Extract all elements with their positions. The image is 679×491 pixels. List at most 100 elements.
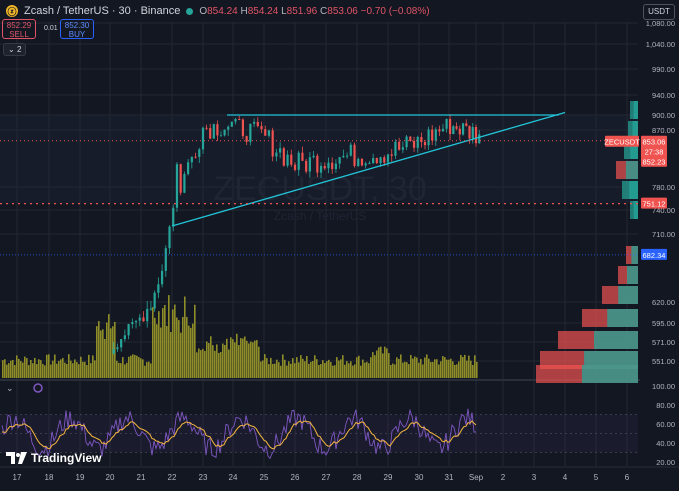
volume-bar [290,363,292,378]
volume-bar [148,361,150,378]
volume-bar [346,361,348,378]
candle-body [252,121,256,124]
low-value: 851.96 [286,5,318,17]
candle-body [290,154,293,165]
volume-bar [394,364,396,378]
volume-bar [284,359,286,378]
volume-profile-buy [581,365,638,383]
last-price-label: 853.06 [643,138,666,147]
candle-body [238,119,241,120]
volume-bar [316,359,318,378]
sell-label: SELL [9,30,29,39]
volume-bar [364,362,366,378]
time-axis-tick: 25 [260,473,269,482]
candle-body [275,152,278,157]
candle-body [474,127,478,144]
volume-bar [160,327,162,378]
tradingview-logo[interactable]: TradingView [6,451,101,465]
price-axis-tick: 780.00 [652,183,675,192]
volume-bar [86,365,88,378]
candle-body [438,129,441,132]
volume-bar [246,340,248,378]
volume-bar [370,357,372,378]
symbol-title[interactable]: Zcash / TetherUS · 30 · Binance [24,5,181,17]
currency-selector[interactable]: USDT [643,4,675,20]
volume-bar [76,362,78,378]
time-axis-tick: 30 [415,473,424,482]
candle-body [360,158,364,166]
indicators-collapse-button[interactable]: ⌄ 2 [3,43,27,56]
volume-profile-buy [584,351,638,369]
volume-profile-buy [630,141,638,159]
candle-body [478,134,481,144]
volume-bar [190,327,192,378]
volume-bar [388,353,390,378]
volume-profile-buy [618,286,638,304]
volume-bar [18,358,20,378]
volume-bar [412,358,414,378]
candle-body [319,165,323,173]
volume-bar [320,364,322,378]
candle-body [172,207,175,227]
sell-price: 852.29 [6,21,32,30]
volume-bar [56,363,58,378]
volume-bar [304,361,306,378]
volume-bar [260,361,262,378]
candle-body [357,158,360,166]
volume-bar [286,365,288,378]
volume-bar [42,363,44,378]
candle-body [134,320,138,323]
volume-bar [306,356,308,378]
candle-body [271,130,274,157]
watermark-symbol: ZECUSDT, 30 [213,170,427,208]
candle-body [471,127,474,139]
volume-bar [408,364,410,378]
time-axis-tick: 22 [168,473,177,482]
volume-bar [178,320,180,378]
price-axis-tick: 900.00 [652,111,675,120]
candle-body [305,160,308,172]
candle-body [308,157,311,172]
volume-bar [268,364,270,378]
time-axis-tick: 19 [76,473,85,482]
spread-value: 0.01 [44,25,58,32]
candle-body [353,144,356,166]
volume-bar [72,363,74,378]
volume-bar [446,359,448,378]
candle-body [194,156,197,158]
candle-body [267,130,271,136]
time-axis-tick: 26 [291,473,300,482]
oscillator-settings-icon [33,383,43,393]
volume-bar [234,342,236,378]
volume-bar [380,346,382,378]
volume-bar [294,363,296,378]
volume-bar [52,360,54,378]
candle-body [260,126,263,130]
sell-button[interactable]: 852.29 SELL [2,19,36,39]
volume-bar [24,356,26,378]
symbol-tag-bg [605,135,639,147]
candle-body [234,119,237,122]
volume-bar [120,363,122,378]
candle-body [401,147,404,150]
volume-bar [348,363,350,378]
volume-bar [188,325,190,378]
volume-bar [368,363,370,378]
volume-bar [322,360,324,378]
open-value: 854.24 [207,5,238,17]
price-axis-tick: 551.00 [652,357,675,366]
volume-bar [150,363,152,378]
candle-body [142,317,145,322]
volume-bar [106,322,108,378]
price-axis-tick: 990.00 [652,65,675,74]
bid-label-bg [641,155,667,167]
candle-body [116,347,119,350]
candle-body [398,141,401,150]
candle-body [123,335,126,340]
candle-body [241,119,245,137]
candle-body [331,162,334,170]
buy-button[interactable]: 852.30 BUY [60,19,94,39]
candle-body [427,129,430,146]
candle-body [219,135,223,137]
